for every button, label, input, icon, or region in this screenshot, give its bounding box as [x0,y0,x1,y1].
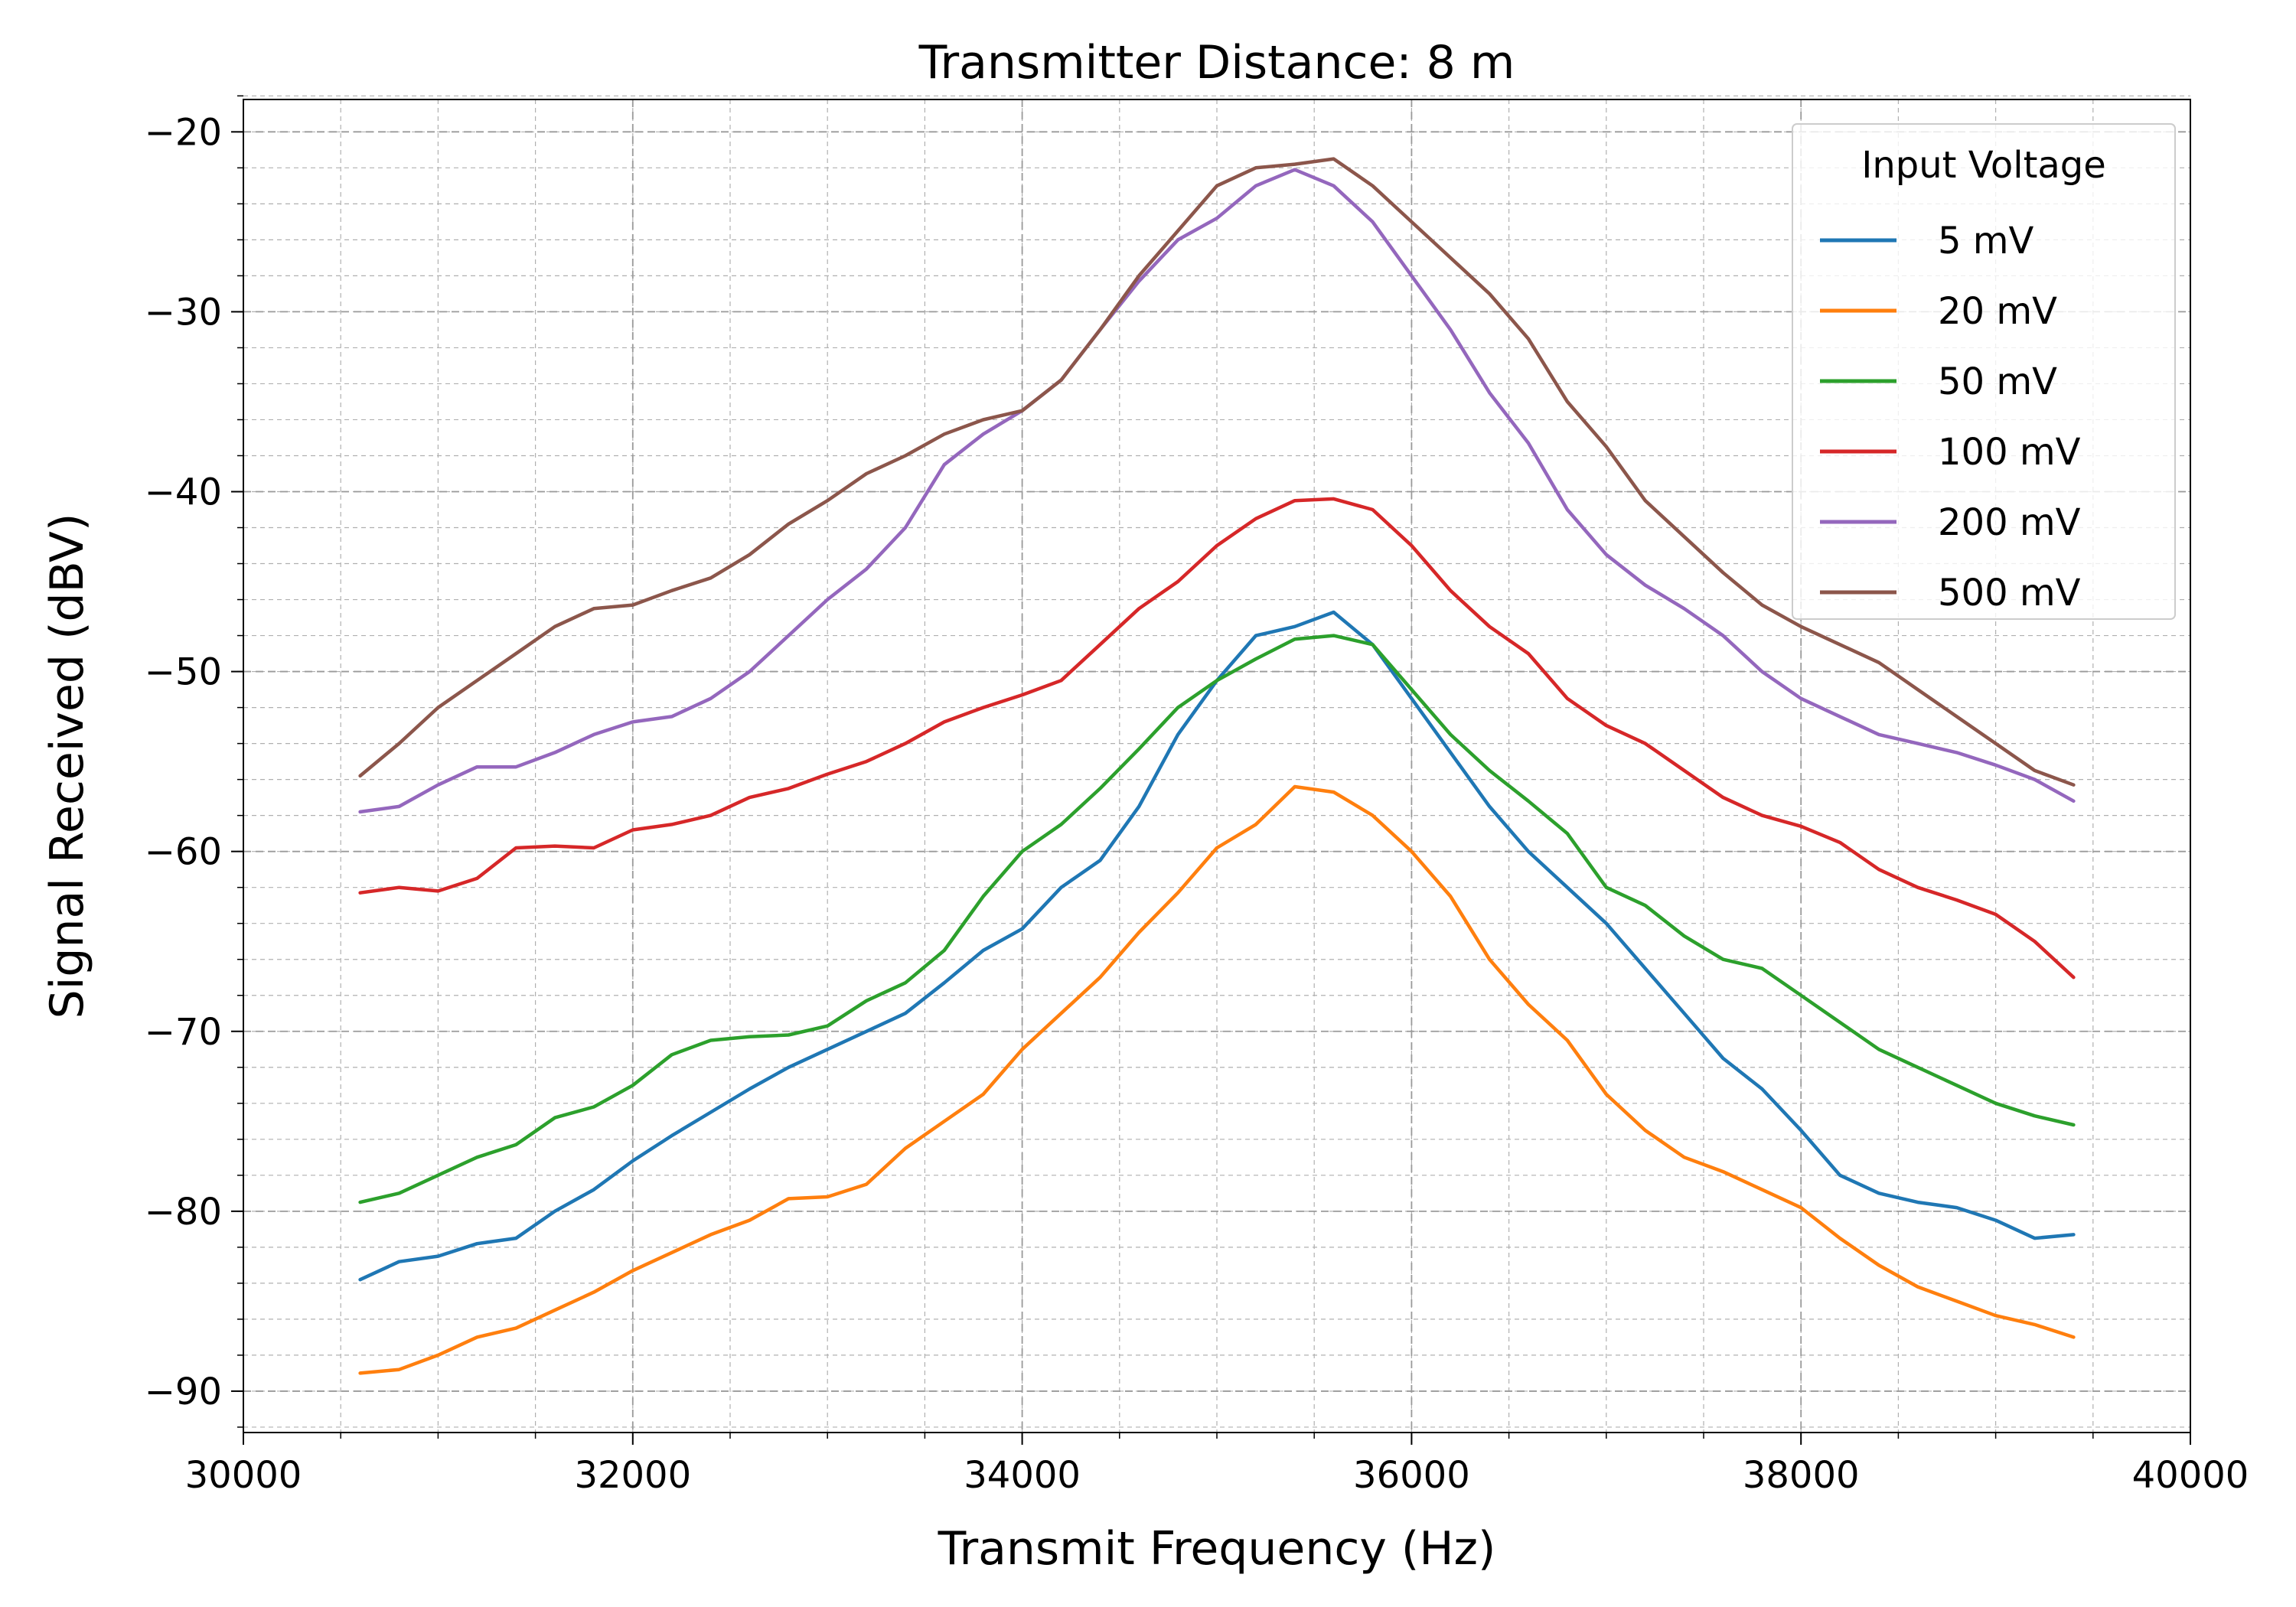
x-tick-label: 34000 [964,1454,1081,1497]
x-tick-label: 38000 [1743,1454,1860,1497]
legend-label-200-mv: 200 mV [1938,501,2081,544]
series-line-500-mv [358,157,2076,787]
y-tick-label: −30 [145,291,222,334]
series-line-100-mv [358,497,2076,980]
series-line-20-mv [358,784,2076,1375]
legend-label-20-mv: 20 mV [1938,290,2057,333]
series-line-200-mv [358,168,2076,814]
y-tick-label: −80 [145,1191,222,1234]
legend-label-100-mv: 100 mV [1938,431,2081,474]
axis-ticks [231,95,2191,1445]
legend-label-500-mv: 500 mV [1938,572,2081,614]
legend-items: 5 mV 20 mV 50 mV 100 mV 200 mV 500 mV [1820,220,2081,614]
legend-title: Input Voltage [1861,144,2106,187]
y-tick-label: −70 [145,1011,222,1054]
y-axis-label: Signal Received (dBV) [41,513,94,1019]
series-line-50-mv [358,634,2076,1204]
x-tick-label: 36000 [1353,1454,1470,1497]
x-tick-label: 30000 [185,1454,302,1497]
x-tick-label: 32000 [574,1454,691,1497]
y-tick-label: −90 [145,1371,222,1413]
x-tick-label: 40000 [2132,1454,2249,1497]
y-tick-label: −50 [145,651,222,694]
y-tick-label: −20 [145,111,222,154]
legend: Input Voltage 5 mV 20 mV 50 mV 100 mV 200 mV… [1792,123,2176,620]
y-tick-label: −40 [145,471,222,513]
legend-label-50-mv: 50 mV [1938,360,2057,403]
y-tick-label: −60 [145,831,222,874]
series-layer [358,157,2076,1375]
legend-label-5-mv: 5 mV [1938,220,2034,262]
axis-tick-labels: 30000 32000 34000 36000 38000 40000 −20 −30 −40 −… [145,111,2249,1497]
chart-title: Transmitter Distance: 8 m [918,36,1515,90]
legend-box [1792,123,2176,620]
x-axis-label: Transmit Frequency (Hz) [938,1522,1496,1576]
